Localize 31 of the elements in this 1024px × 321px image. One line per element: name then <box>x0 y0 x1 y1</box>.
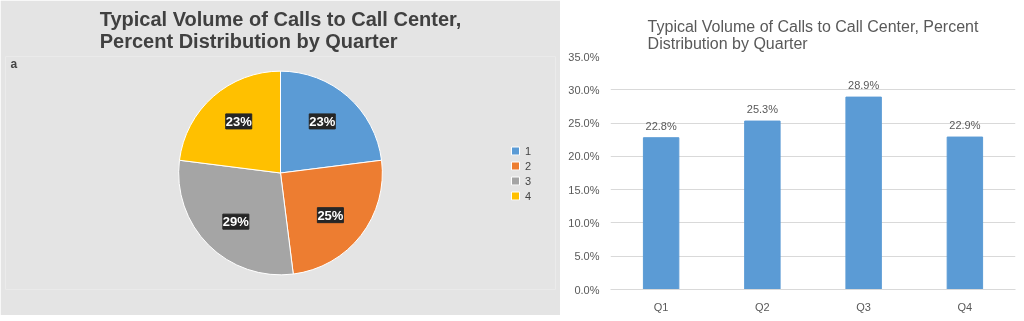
y-tick-label: 0.0% <box>574 283 600 296</box>
y-tick-label: 20.0% <box>568 150 600 163</box>
bar <box>642 137 680 290</box>
x-tick-label: Q2 <box>755 300 770 313</box>
data-label: 25% <box>317 207 344 223</box>
bar <box>744 120 781 290</box>
legend-label: 1 <box>525 144 533 156</box>
data-label: 23% <box>225 113 253 129</box>
legend-label: 4 <box>525 189 533 201</box>
data-label: 23% <box>309 113 336 129</box>
data-label: 25.3% <box>746 103 779 116</box>
x-tick-label: Q3 <box>856 300 871 313</box>
legend-label: 2 <box>525 159 533 171</box>
chart-title: Typical Volume of Calls to Call Center, Percent Distribution by Quarter <box>99 7 462 52</box>
bar <box>845 96 882 290</box>
y-tick-label: 10.0% <box>568 216 600 229</box>
y-tick-label: 30.0% <box>568 83 600 96</box>
y-tick-label: 15.0% <box>568 183 600 196</box>
y-tick-label: 5.0% <box>574 250 600 263</box>
y-tick-label: 25.0% <box>568 117 600 130</box>
data-label: 22.9% <box>949 119 981 132</box>
data-label: 28.9% <box>848 79 880 92</box>
data-label: 22.8% <box>645 119 677 132</box>
y-tick-label: 35.0% <box>568 50 600 63</box>
text: a <box>10 56 18 71</box>
legend-label: 3 <box>525 174 533 186</box>
chart-title: Typical Volume of Calls to Call Center, Percent Distribution by Quarter <box>647 17 979 52</box>
data-label: 29% <box>222 214 250 230</box>
bar <box>946 136 984 290</box>
x-tick-label: Q1 <box>653 300 669 313</box>
x-tick-label: Q4 <box>957 300 973 313</box>
